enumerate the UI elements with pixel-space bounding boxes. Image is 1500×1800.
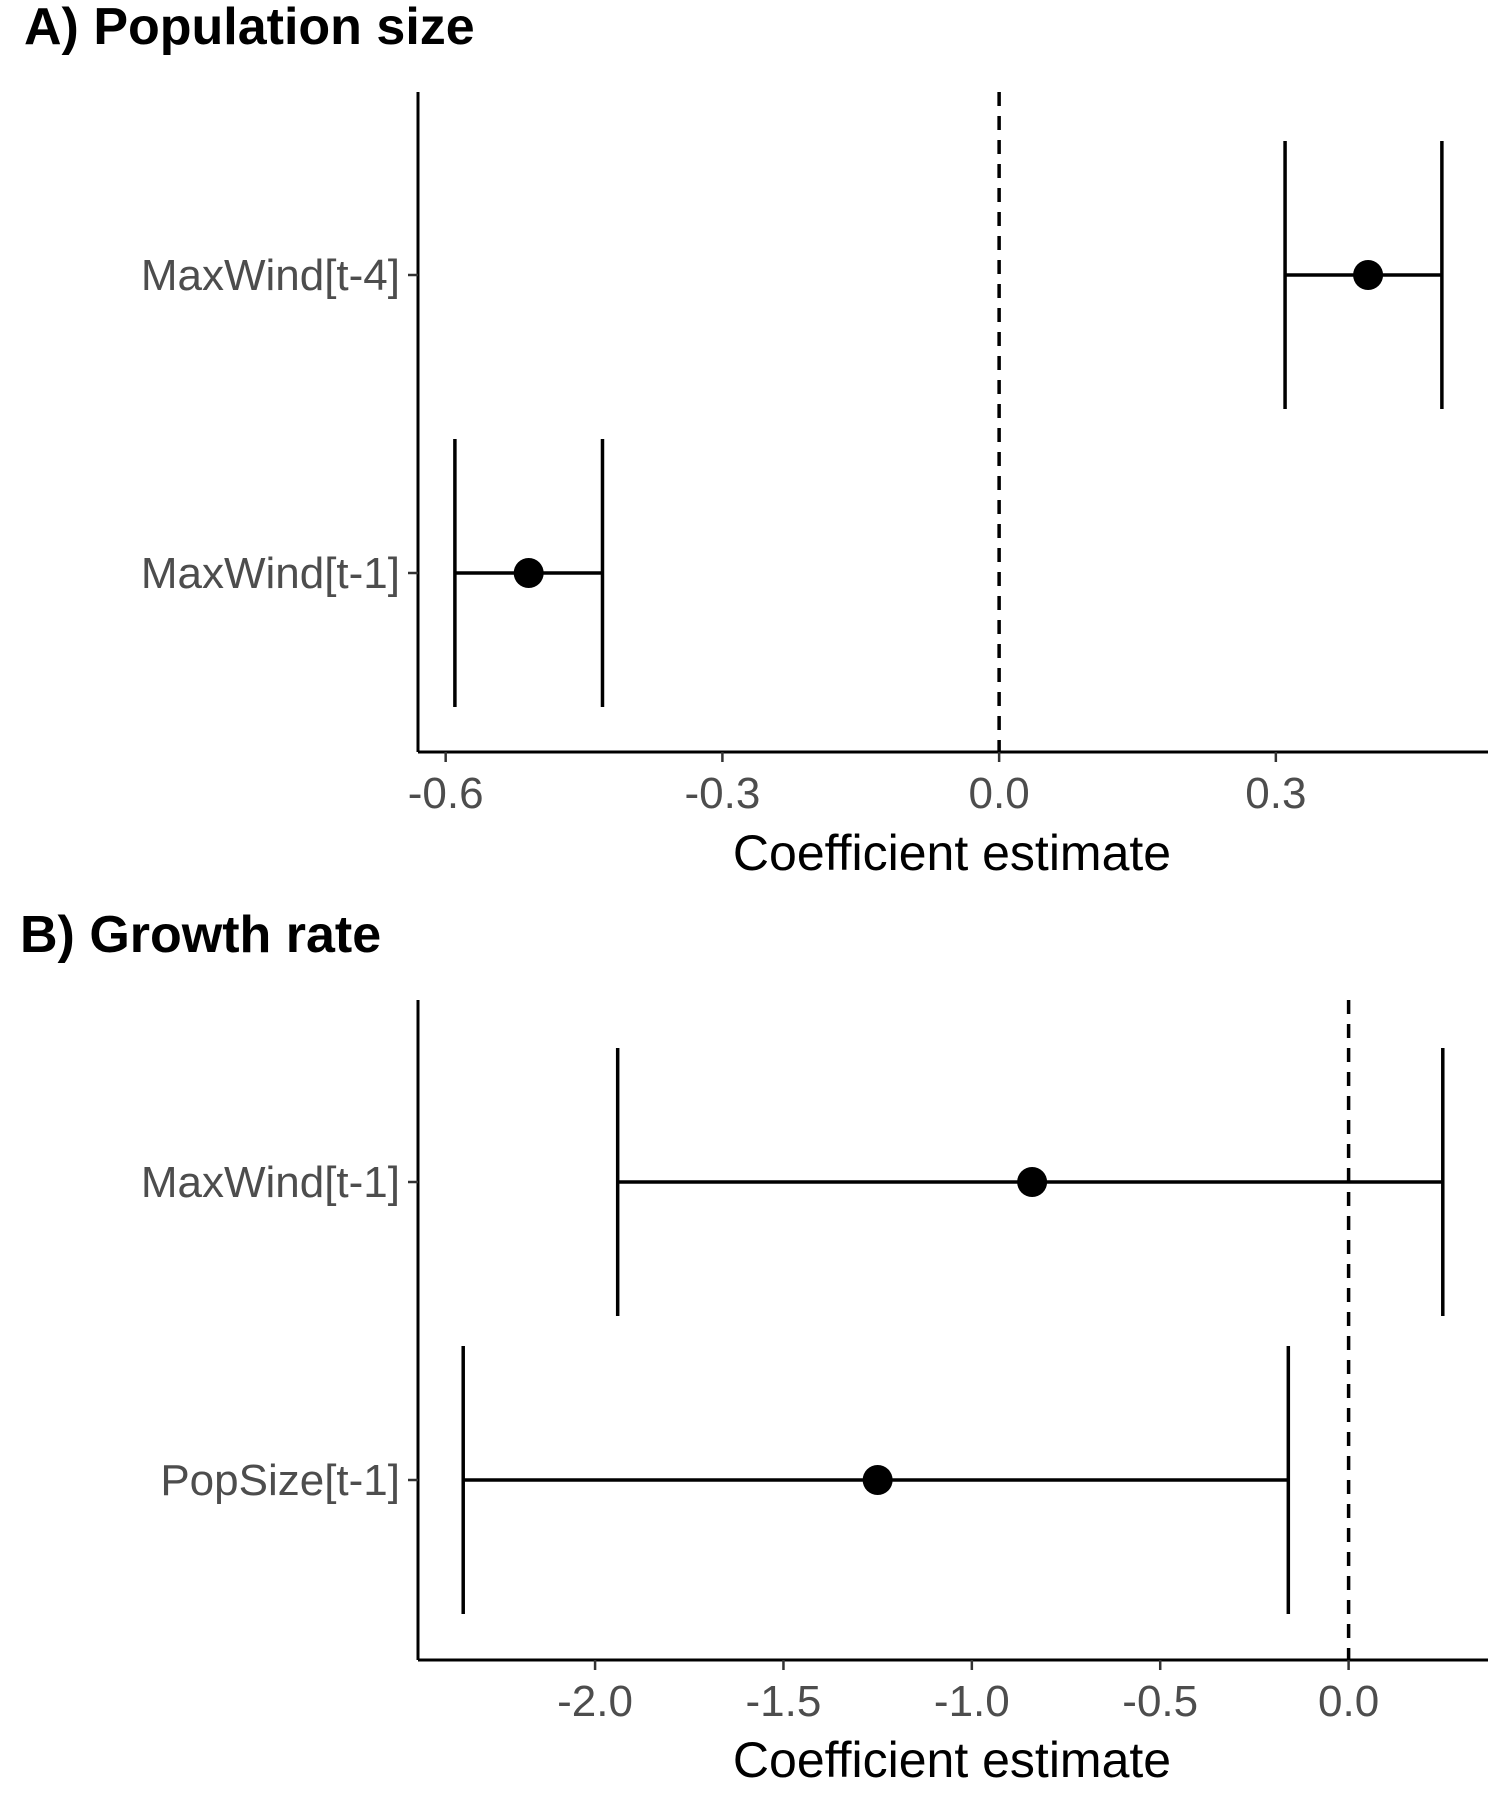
y-category-label: MaxWind[t-1]: [141, 549, 400, 598]
x-tick-label: -2.0: [557, 1677, 633, 1726]
plot-area: -0.6 -0.3 0.0 0.3 MaxWind[t-4] MaxWind[t-1]: [141, 92, 1488, 818]
x-tick-label: 0.3: [1245, 769, 1306, 818]
plot-area: -2.0 -1.5 -1.0 -0.5 0.0 MaxWind[t-1] PopSize[t…: [141, 1000, 1488, 1726]
x-tick-label: -0.3: [684, 769, 760, 818]
estimate-point: [1017, 1167, 1048, 1197]
x-tick-label: 0.0: [969, 769, 1030, 818]
x-tick-label: -0.5: [1122, 1677, 1198, 1726]
panel-population-size: A) Population size -0.6 -0.3 0.0 0.3 MaxWind…: [24, 0, 1488, 881]
x-axis-title: Coefficient estimate: [733, 825, 1171, 881]
estimate-point: [1353, 260, 1384, 290]
estimate-point: [513, 558, 544, 588]
x-tick-label: -1.5: [746, 1677, 822, 1726]
panel-title: A) Population size: [24, 0, 475, 56]
y-category-label: MaxWind[t-1]: [141, 1158, 400, 1207]
x-axis-title: Coefficient estimate: [733, 1732, 1171, 1788]
x-tick-label: -0.6: [408, 769, 484, 818]
y-category-label: MaxWind[t-4]: [141, 251, 400, 300]
estimate-point: [862, 1465, 893, 1495]
panel-title: B) Growth rate: [20, 906, 381, 964]
x-tick-label: -1.0: [934, 1677, 1010, 1726]
x-tick-label: 0.0: [1318, 1677, 1379, 1726]
y-category-label: PopSize[t-1]: [160, 1456, 400, 1505]
panel-growth-rate: B) Growth rate -2.0 -1.5 -1.0 -0.5 0.0 MaxWin…: [20, 906, 1488, 1788]
